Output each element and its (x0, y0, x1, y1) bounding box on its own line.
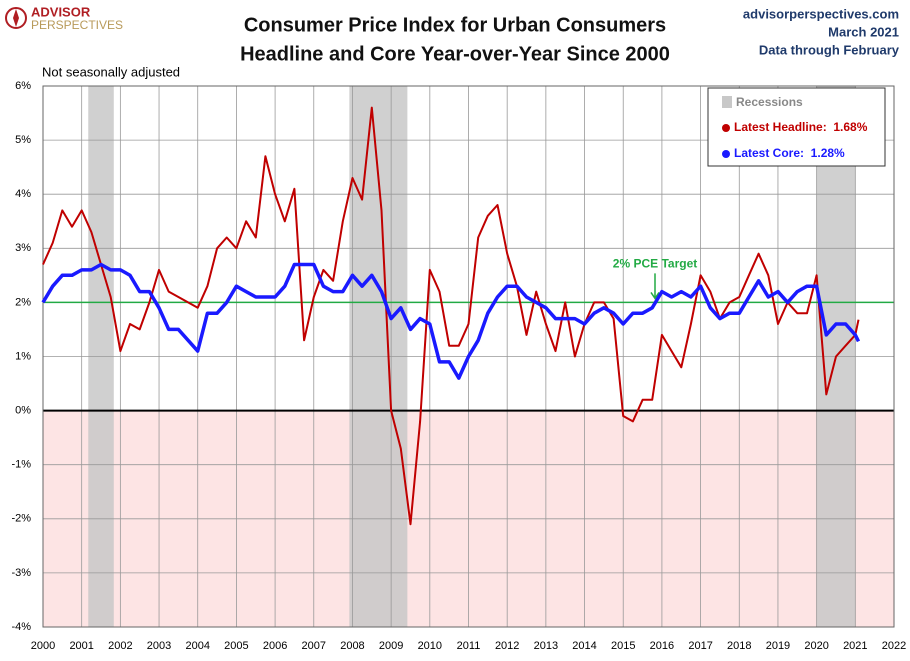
legend-marker (722, 150, 730, 158)
x-tick-label: 2013 (534, 640, 558, 652)
x-tick-label: 2021 (843, 640, 867, 652)
y-tick-label: -3% (11, 567, 31, 579)
y-tick-label: 5% (15, 134, 31, 146)
x-tick-label: 2002 (108, 640, 132, 652)
source-date: March 2021 (828, 24, 899, 39)
x-tick-label: 2009 (379, 640, 403, 652)
legend-label: Latest Headline: 1.68% (734, 120, 868, 134)
legend: Recessions Latest Headline: 1.68% Latest C… (707, 87, 886, 167)
y-tick-label: 1% (15, 350, 31, 362)
y-tick-label: 4% (15, 188, 31, 200)
logo-text: ADVISOR (31, 4, 91, 19)
x-tick-label: 2000 (31, 640, 55, 652)
x-tick-label: 2020 (804, 640, 828, 652)
logo-text: PERSPECTIVES (31, 18, 123, 32)
x-tick-label: 2005 (224, 640, 248, 652)
chart-title: Headline and Core Year-over-Year Since 2… (240, 43, 670, 65)
source: advisorperspectives.com (743, 6, 899, 21)
logo-icon (13, 9, 19, 27)
x-tick-label: 2017 (688, 640, 712, 652)
annotation-arrow (650, 273, 660, 300)
y-tick-label: 3% (15, 242, 31, 254)
logo-icon (5, 7, 27, 29)
x-tick-label: 2014 (572, 640, 596, 652)
series-line (41, 262, 861, 380)
legend-swatch (722, 96, 732, 108)
chart-title: Consumer Price Index for Urban Consumers (244, 14, 666, 36)
plot-frame (42, 85, 895, 628)
series-line (42, 106, 860, 526)
x-tick-label: 2001 (69, 640, 93, 652)
y-tick-label: 6% (15, 80, 31, 92)
logo: ADVISOR PERSPECTIVES (5, 4, 123, 32)
subtitle: Not seasonally adjusted (42, 64, 180, 79)
legend-box (707, 87, 886, 167)
legend-label: Recessions (736, 95, 803, 109)
y-tick-label: -1% (11, 459, 31, 471)
legend-marker (722, 124, 730, 132)
x-tick-label: 2006 (263, 640, 287, 652)
reference-label: 2% PCE Target (613, 257, 697, 271)
x-tick-label: 2010 (418, 640, 442, 652)
x-tick-label: 2022 (882, 640, 906, 652)
x-tick-label: 2019 (766, 640, 790, 652)
y-tick-label: -2% (11, 513, 31, 525)
x-tick-label: 2003 (147, 640, 171, 652)
source-note: Data through February (759, 42, 900, 57)
x-tick-label: 2004 (185, 640, 209, 652)
y-tick-label: -4% (11, 621, 31, 633)
x-tick-label: 2012 (495, 640, 519, 652)
legend-label: Latest Core: 1.28% (734, 146, 845, 160)
x-tick-label: 2018 (727, 640, 751, 652)
x-tick-label: 2008 (340, 640, 364, 652)
x-tick-label: 2007 (302, 640, 326, 652)
y-tick-label: 0% (15, 405, 31, 417)
x-tick-label: 2015 (611, 640, 635, 652)
x-tick-label: 2016 (650, 640, 674, 652)
x-tick-label: 2011 (457, 640, 481, 652)
y-tick-label: 2% (15, 296, 31, 308)
